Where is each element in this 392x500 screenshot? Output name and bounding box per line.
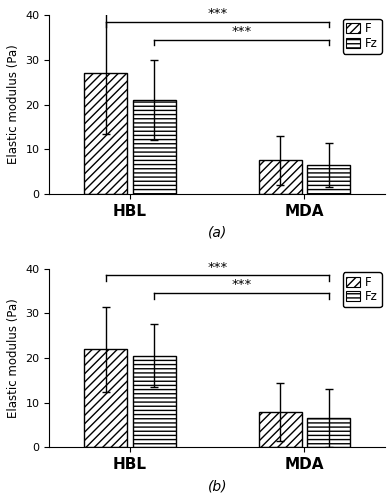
Bar (84, 73, 127, 194)
X-axis label: (a): (a) (208, 226, 227, 239)
Legend: F, Fz: F, Fz (343, 18, 381, 54)
Bar (84, 349, 127, 448)
X-axis label: (b): (b) (207, 479, 227, 493)
Y-axis label: Elastic modulus (Pa): Elastic modulus (Pa) (7, 298, 20, 418)
Bar (132, 356, 176, 448)
Y-axis label: Elastic modulus (Pa): Elastic modulus (Pa) (7, 44, 20, 164)
Text: ***: *** (207, 7, 227, 20)
Bar (132, 100, 176, 194)
Text: ***: *** (231, 278, 252, 291)
Bar (259, 160, 302, 194)
Bar (259, 412, 302, 448)
Legend: F, Fz: F, Fz (343, 272, 381, 307)
Text: ***: *** (231, 25, 252, 38)
Text: ***: *** (207, 260, 227, 274)
Bar (307, 418, 350, 448)
Bar (307, 165, 350, 194)
